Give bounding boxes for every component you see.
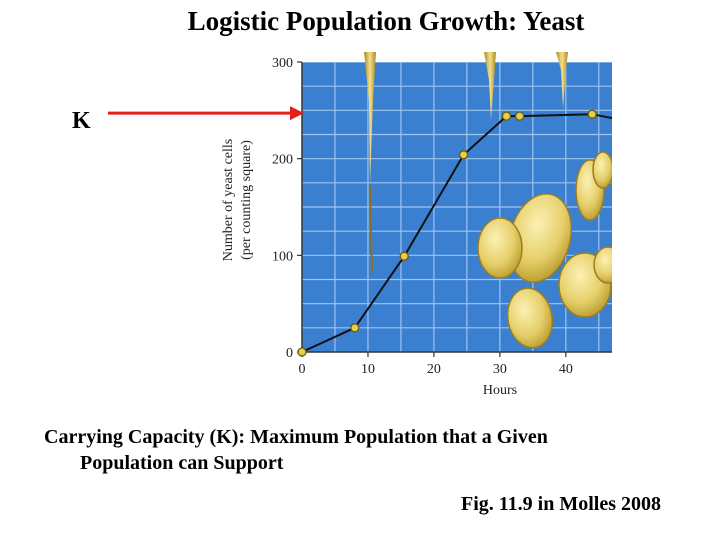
x-tick-label: 0 — [299, 362, 306, 377]
caption-line1: Carrying Capacity (K): Maximum Populatio… — [44, 426, 548, 448]
y-axis-label: Number of yeast cells (per counting squa… — [221, 139, 254, 261]
y-axis-label-line2: (per counting square) — [239, 140, 254, 260]
data-point — [350, 323, 360, 333]
carrying-capacity-arrow — [108, 106, 304, 121]
caption-line2: Population can Support — [80, 452, 284, 474]
y-tick-label: 0 — [286, 346, 293, 361]
data-point — [515, 111, 525, 121]
x-tick-label: 30 — [493, 362, 507, 377]
axis-ticks: 0 10 20 30 40 0 100 200 300 — [272, 56, 573, 377]
carrying-capacity-label: K — [72, 108, 91, 134]
slide-title: Logistic Population Growth: Yeast — [187, 6, 585, 36]
caption: Carrying Capacity (K): Maximum Populatio… — [44, 424, 684, 476]
yeast-cells-illustration — [477, 151, 612, 349]
x-tick-label: 40 — [559, 362, 573, 377]
data-point — [501, 111, 512, 121]
y-axis-label-line1: Number of yeast cells — [221, 139, 236, 261]
x-tick-label: 10 — [361, 362, 375, 377]
yeast-cell — [593, 246, 612, 284]
yeast-cell — [477, 217, 523, 279]
yeast-cell — [506, 287, 554, 349]
data-series — [297, 109, 613, 357]
yeast-growth-chart: 0 10 20 30 40 0 100 200 300 Hours Number of yeas… — [108, 52, 613, 398]
y-tick-label: 200 — [272, 153, 293, 168]
data-point — [297, 347, 307, 357]
figure-source: Fig. 11.9 in Molles 2008 — [461, 493, 661, 515]
yeast-cell — [592, 151, 612, 189]
data-point — [587, 109, 597, 119]
y-tick-label: 100 — [272, 249, 293, 264]
needle-shape — [484, 52, 496, 120]
x-tick-label: 20 — [427, 362, 441, 377]
data-point — [399, 251, 409, 261]
needle-decorations — [364, 52, 568, 273]
arrow-head — [290, 106, 304, 121]
data-point — [458, 150, 469, 160]
series-line — [301, 113, 613, 353]
y-tick-label: 300 — [272, 56, 293, 71]
needle-shape — [364, 52, 376, 185]
needle-shape — [556, 52, 568, 108]
x-axis-label: Hours — [483, 383, 517, 398]
